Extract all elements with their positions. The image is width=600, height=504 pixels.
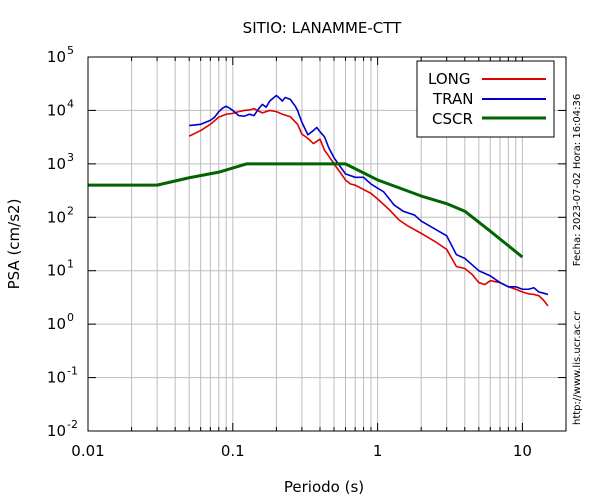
date-time-stamp: Fecha: 2023-07-02 Hora: 16:04:36	[572, 94, 583, 267]
legend-label-cscr: CSCR	[432, 110, 473, 128]
legend: LONG TRAN CSCR	[416, 60, 555, 138]
y-tick-label: 10	[47, 101, 66, 119]
y-tick-exponent: 4	[67, 97, 74, 110]
y-tick-exponent: -2	[67, 418, 78, 431]
x-tick-label: 0.01	[71, 442, 104, 460]
series-line-long	[188, 107, 549, 307]
plot-frame	[87, 56, 567, 432]
legend-label-long: LONG	[428, 70, 470, 88]
legend-label-tran: TRAN	[432, 90, 473, 108]
y-tick-exponent: 0	[67, 311, 74, 324]
y-tick-label: 10	[47, 369, 66, 387]
y-tick-label: 10	[47, 48, 66, 66]
y-axis-label: PSA (cm/s2)	[5, 199, 23, 290]
y-tick-label: 10	[47, 155, 66, 173]
source-url: http://www.lis.ucr.ac.cr	[572, 310, 583, 425]
y-tick-exponent: 5	[67, 44, 74, 57]
y-tick-label: 10	[47, 262, 66, 280]
series-line-cscr	[88, 162, 524, 259]
y-tick-exponent: -1	[67, 365, 78, 378]
x-tick-label: 10	[513, 442, 532, 460]
y-tick-label: 10	[47, 422, 66, 440]
series-line-tran	[189, 94, 549, 296]
y-tick-label: 10	[47, 315, 66, 333]
chart-title: SITIO: LANAMME-CTT	[243, 19, 402, 37]
y-tick-exponent: 3	[67, 151, 74, 164]
y-tick-exponent: 1	[67, 258, 74, 271]
x-tick-label: 0.1	[221, 442, 245, 460]
x-axis-label: Periodo (s)	[284, 478, 364, 496]
y-tick-exponent: 2	[67, 204, 74, 217]
y-tick-label: 10	[47, 208, 66, 226]
x-tick-label: 1	[373, 442, 383, 460]
